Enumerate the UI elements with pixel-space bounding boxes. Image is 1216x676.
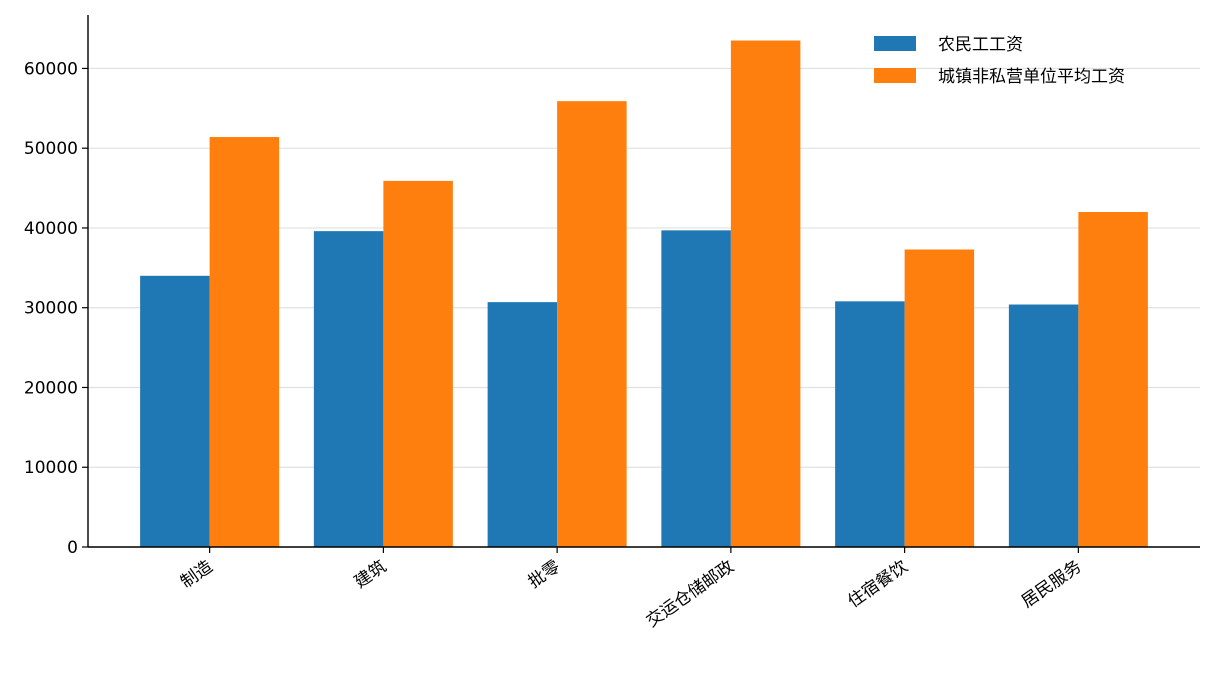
bar bbox=[1078, 212, 1148, 547]
y-tick-label: 40000 bbox=[24, 219, 78, 239]
legend-label: 城镇非私营单位平均工资 bbox=[938, 67, 1125, 87]
bar bbox=[140, 275, 210, 547]
y-tick-label: 50000 bbox=[24, 139, 78, 159]
y-tick-label: 20000 bbox=[24, 378, 78, 398]
bar bbox=[209, 137, 280, 547]
legend-swatch bbox=[874, 36, 916, 51]
y-tick-label: 10000 bbox=[24, 458, 78, 478]
bar bbox=[557, 101, 627, 547]
bar bbox=[661, 230, 731, 547]
x-tick-label: 住宿餐饮 bbox=[844, 557, 911, 612]
bar bbox=[313, 231, 384, 548]
x-tick-label: 制造 bbox=[177, 557, 216, 593]
bar bbox=[383, 180, 453, 547]
bar bbox=[1008, 304, 1079, 547]
bar bbox=[904, 249, 975, 547]
x-tick-label: 居民服务 bbox=[1018, 557, 1085, 612]
bar bbox=[487, 302, 558, 547]
y-tick-label: 30000 bbox=[24, 299, 78, 319]
bar bbox=[835, 301, 905, 547]
legend-swatch bbox=[874, 68, 916, 83]
y-tick-label: 60000 bbox=[24, 59, 78, 79]
x-tick-label: 建筑 bbox=[351, 557, 390, 593]
legend-label: 农民工工资 bbox=[938, 35, 1023, 55]
bar bbox=[730, 40, 801, 547]
y-tick-label: 0 bbox=[67, 538, 78, 558]
x-tick-label: 交运仓储邮政 bbox=[643, 557, 738, 632]
x-tick-label: 批零 bbox=[525, 557, 564, 593]
